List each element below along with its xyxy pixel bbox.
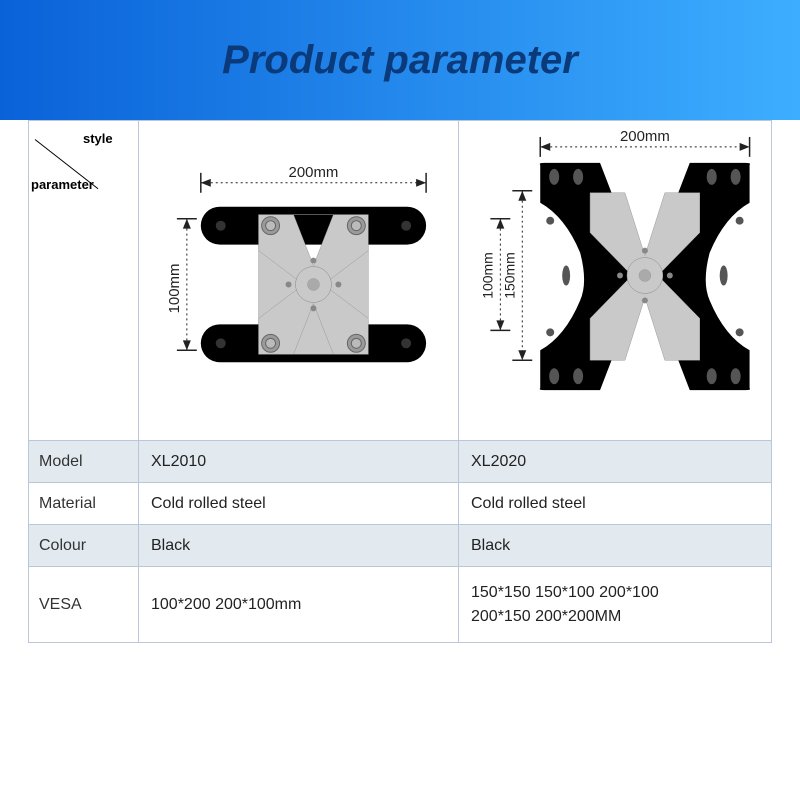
cell-colour-2: Black bbox=[459, 525, 771, 567]
dim-width-1: 200mm bbox=[289, 164, 339, 181]
table-row: Material Cold rolled steel Cold rolled s… bbox=[29, 483, 771, 525]
cell-vesa-2: 150*150 150*100 200*100 200*150 200*200M… bbox=[459, 567, 771, 643]
cell-material-1: Cold rolled steel bbox=[139, 483, 459, 525]
corner-cell: style parameter bbox=[29, 121, 139, 441]
table-row: VESA 100*200 200*100mm 150*150 150*100 2… bbox=[29, 567, 771, 643]
cell-vesa-1: 100*200 200*100mm bbox=[139, 567, 459, 643]
diagram-col2: 200mm 100mm 150mm bbox=[459, 121, 771, 441]
row-label-colour: Colour bbox=[29, 525, 139, 567]
corner-style-label: style bbox=[83, 131, 113, 146]
table-row-images: style parameter 200mm 100mm bbox=[29, 121, 771, 441]
cell-colour-1: Black bbox=[139, 525, 459, 567]
cell-model-1: XL2010 bbox=[139, 441, 459, 483]
cell-model-2: XL2020 bbox=[459, 441, 771, 483]
header-banner: Product parameter bbox=[0, 0, 800, 120]
row-label-model: Model bbox=[29, 441, 139, 483]
row-label-vesa: VESA bbox=[29, 567, 139, 643]
dim-width-2: 200mm bbox=[620, 128, 670, 145]
corner-param-label: parameter bbox=[31, 177, 94, 192]
table-row: Colour Black Black bbox=[29, 525, 771, 567]
row-label-material: Material bbox=[29, 483, 139, 525]
dim-height-1: 100mm bbox=[166, 264, 183, 314]
bracket-diagram-xl2010: 200mm 100mm bbox=[139, 121, 458, 440]
bracket-diagram-xl2020: 200mm 100mm 150mm bbox=[459, 121, 771, 440]
dim-height-2b: 150mm bbox=[501, 252, 517, 298]
diagram-col1: 200mm 100mm bbox=[139, 121, 459, 441]
spec-table: style parameter 200mm 100mm bbox=[28, 120, 772, 643]
dim-height-2a: 100mm bbox=[479, 252, 495, 298]
table-row: Model XL2010 XL2020 bbox=[29, 441, 771, 483]
cell-material-2: Cold rolled steel bbox=[459, 483, 771, 525]
page-title: Product parameter bbox=[222, 38, 578, 83]
